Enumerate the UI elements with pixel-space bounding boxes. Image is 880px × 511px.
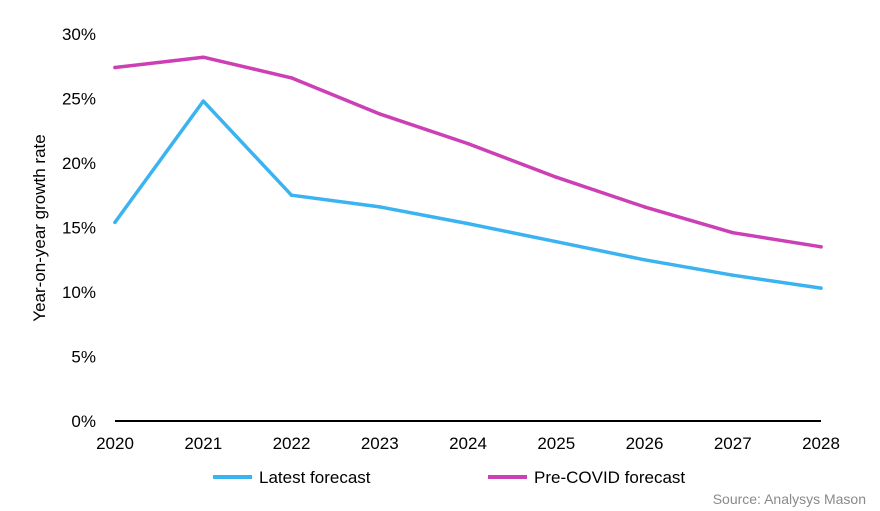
y-tick-label: 5% xyxy=(71,348,96,367)
x-tick-label: 2024 xyxy=(449,434,487,453)
data-point-latest-forecast xyxy=(289,193,294,197)
data-point-pre-covid-forecast xyxy=(554,175,558,179)
data-point-latest-forecast xyxy=(378,205,382,209)
data-point-pre-covid-forecast xyxy=(466,141,470,146)
data-point-latest-forecast xyxy=(201,99,205,103)
x-tick-label: 2025 xyxy=(537,434,575,453)
legend-label-latest-forecast: Latest forecast xyxy=(259,468,371,487)
x-tick-labels: 2020 2021 2022 2023 2024 2025 2026 2027 2028 xyxy=(96,434,840,453)
y-axis-label: Year-on-year growth rate xyxy=(30,134,49,321)
x-tick-label: 2022 xyxy=(273,434,311,453)
data-point-latest-forecast xyxy=(642,258,647,262)
data-point-latest-forecast xyxy=(113,220,117,225)
y-tick-label: 25% xyxy=(62,90,96,109)
x-tick-label: 2026 xyxy=(626,434,664,453)
data-point-pre-covid-forecast xyxy=(378,112,382,116)
data-point-latest-forecast xyxy=(554,239,558,244)
legend: Latest forecast Pre-COVID forecast xyxy=(213,468,685,487)
x-tick-label: 2020 xyxy=(96,434,134,453)
y-tick-labels: 0% 5% 10% 15% 20% 25% 30% xyxy=(62,25,96,431)
y-tick-label: 15% xyxy=(62,219,96,238)
series-line-latest-forecast xyxy=(113,99,823,290)
data-point-pre-covid-forecast xyxy=(731,230,735,235)
x-tick-label: 2028 xyxy=(802,434,840,453)
data-point-pre-covid-forecast xyxy=(642,205,647,209)
x-tick-label: 2027 xyxy=(714,434,752,453)
legend-label-pre-covid-forecast: Pre-COVID forecast xyxy=(534,468,685,487)
data-point-pre-covid-forecast xyxy=(113,65,117,70)
y-tick-label: 10% xyxy=(62,283,96,302)
y-tick-label: 0% xyxy=(71,412,96,431)
y-tick-label: 30% xyxy=(62,25,96,44)
data-point-pre-covid-forecast xyxy=(819,245,823,249)
series-lines xyxy=(113,55,823,290)
data-point-latest-forecast xyxy=(731,273,735,277)
data-point-pre-covid-forecast xyxy=(289,76,294,80)
data-point-pre-covid-forecast xyxy=(201,55,205,59)
data-point-latest-forecast xyxy=(819,286,823,290)
source-note: Source: Analysys Mason xyxy=(713,491,866,507)
x-tick-label: 2023 xyxy=(361,434,399,453)
y-tick-label: 20% xyxy=(62,154,96,173)
series-line-pre-covid-forecast xyxy=(113,55,823,249)
data-point-latest-forecast xyxy=(466,221,470,226)
x-tick-label: 2021 xyxy=(184,434,222,453)
